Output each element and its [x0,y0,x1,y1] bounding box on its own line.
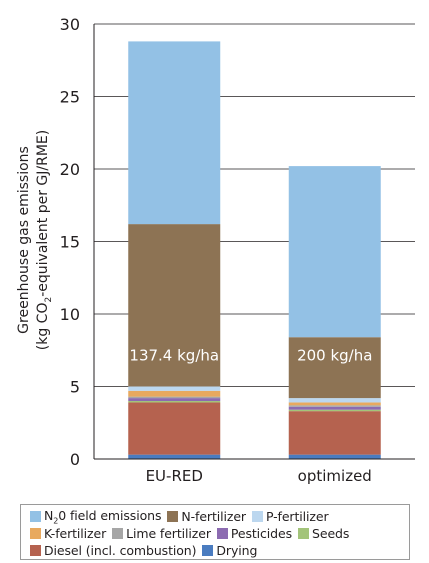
legend-swatch [251,511,263,522]
bar-segment [128,401,221,403]
bar-annotation: 137.4 kg/ha [129,346,219,364]
legend-label: N20 field emissions [44,507,162,526]
y-tick-label: 15 [60,233,80,252]
legend-row: Diesel (incl. combustion) Drying [30,542,409,559]
x-category-labels: EU-RED optimized [146,467,372,485]
legend-swatch [167,511,179,522]
legend-label: Seeds [312,526,350,541]
legend-label: Diesel (incl. combustion) [44,543,197,558]
legend-swatch [30,545,41,556]
legend-item: Drying [202,543,257,558]
legend-item: N20 field emissions [30,507,162,526]
x-category-label: optimized [298,467,372,485]
bar-segment [288,166,381,338]
bar-segment [128,454,221,459]
bar-segment [288,409,381,412]
bar-annotations: 137.4 kg/ha 200 kg/ha [129,346,372,364]
bar-segment [128,390,221,397]
bar-segment [128,224,221,387]
axes [93,24,415,460]
bar-segment [128,41,221,225]
bar-segment [288,398,381,403]
bar-segment [288,454,381,459]
y-tick-labels: 0 5 10 15 20 25 30 [60,15,80,469]
y-tick-label: 5 [70,378,80,397]
legend-item: K-fertilizer [30,526,106,541]
y-tick-label: 25 [60,88,80,107]
bar-segment [288,402,381,406]
bar-segment [288,411,381,455]
legend-label: N-fertilizer [181,509,246,524]
legend-swatch [112,528,124,539]
bar-segment [288,405,381,407]
legend-item: Diesel (incl. combustion) [30,543,196,558]
y-tick-label: 0 [70,450,80,469]
legend-swatch [298,528,310,539]
legend: N20 field emissions N-fertilizer P-fertili… [20,504,410,560]
legend-item: Pesticides [216,526,293,541]
legend-item: Lime fertilizer [112,526,211,541]
chart: 0 5 10 15 20 25 30 EU-RED optimized 137.4 kg/ha… [16,15,415,485]
legend-item: Seeds [298,526,349,541]
legend-row: K-fertilizer Lime fertilizer Pesticides See… [30,525,409,542]
legend-label: Drying [216,543,258,558]
legend-row: N20 field emissions N-fertilizer P-fertili… [30,508,409,525]
y-tick-label: 30 [60,15,80,34]
legend-swatch [202,545,214,556]
x-category-label: EU-RED [146,467,203,485]
bars [128,41,381,459]
bar-segment [128,396,221,399]
y-axis-title-line1: Greenhouse gas emissions [16,146,32,334]
bar-segment [128,398,221,401]
bar-segment [288,406,381,410]
y-tick-label: 10 [60,305,80,324]
legend-item: P-fertilizer [251,509,329,524]
y-axis-title: Greenhouse gas emissions (kg CO2-equival… [16,130,54,350]
legend-label: Pesticides [230,526,293,541]
legend-swatch [30,511,41,522]
legend-label: Lime fertilizer [126,526,211,541]
bar-segment [128,386,221,391]
legend-label: P-fertilizer [265,509,329,524]
legend-item: N-fertilizer [167,509,246,524]
legend-label: K-fertilizer [44,526,107,541]
y-axis-title-line2: (kg CO2-equivalent per GJ/RME) [35,130,54,350]
legend-swatch [30,528,41,539]
legend-swatch [216,528,228,539]
bar-segment [128,402,221,455]
bar-segment [288,337,381,399]
y-tick-label: 20 [60,160,80,179]
bar-annotation: 200 kg/ha [297,346,372,364]
